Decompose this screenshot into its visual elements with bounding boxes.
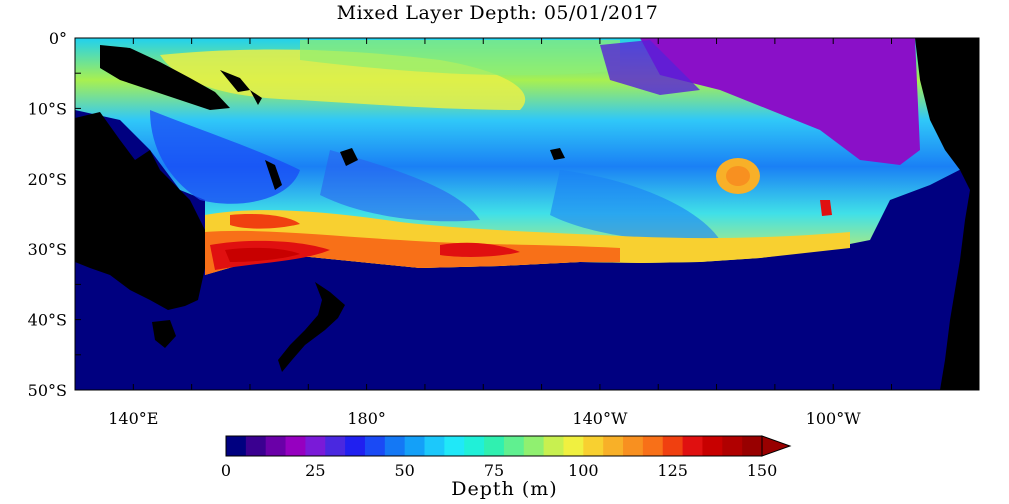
colorbar-swatch [325, 436, 346, 456]
land-new-guinea [100, 45, 230, 110]
colorbar-swatch [464, 436, 485, 456]
colorbar-swatch [642, 436, 664, 456]
colorbar-tick-label: 25 [305, 461, 325, 480]
y-tick-label: 10°S [28, 99, 67, 118]
colorbar-extend-arrow [761, 435, 792, 457]
colorbar-swatch [702, 436, 723, 456]
y-tick-label: 40°S [28, 311, 67, 330]
colorbar-tick-label: 150 [747, 461, 778, 480]
colorbar-swatch [285, 436, 306, 456]
colorbar-frame [225, 435, 763, 457]
colorbar-swatch [245, 436, 267, 456]
colorbar-swatch [523, 436, 545, 456]
colorbar-swatch [265, 436, 287, 456]
colorbar: 0 25 50 75 100 125 150 [221, 435, 792, 480]
x-tick-label: 140°E [108, 409, 158, 428]
x-tick-label: 100°W [806, 409, 862, 428]
colorbar-tick-label: 100 [568, 461, 599, 480]
colorbar-swatch [305, 436, 326, 456]
map-title: Mixed Layer Depth: 05/01/2017 [336, 2, 659, 24]
colorbar-title: Depth (m) [451, 478, 558, 500]
colorbar-swatch [404, 436, 426, 456]
colorbar-swatch [722, 436, 743, 456]
colorbar-swatch [364, 436, 386, 456]
map-field [75, 38, 979, 390]
y-axis: 0° 10°S 20°S 30°S 40°S 50°S [28, 29, 979, 400]
y-tick-label: 0° [49, 29, 67, 48]
land-south-america [915, 38, 979, 390]
colorbar-swatch [682, 436, 703, 456]
colorbar-swatch [484, 436, 505, 456]
colorbar-swatch [384, 436, 406, 456]
colorbar-tick-label: 0 [221, 461, 231, 480]
y-tick-label: 50°S [28, 381, 67, 400]
colorbar-tick-label: 125 [657, 461, 688, 480]
colorbar-swatch [662, 436, 684, 456]
colorbar-swatch [503, 436, 525, 456]
colorbar-swatch [623, 436, 644, 456]
colorbar-swatch [444, 436, 465, 456]
y-tick-label: 30°S [28, 240, 67, 259]
colorbar-swatch [345, 436, 366, 456]
y-tick-label: 20°S [28, 170, 67, 189]
colorbar-swatch [226, 436, 247, 456]
mld-green-band [300, 40, 620, 76]
colorbar-swatch [424, 436, 445, 456]
colorbar-swatch [742, 436, 763, 456]
x-axis: 140°E 180° 140°W 100°W [108, 38, 951, 428]
colorbar-swatch [583, 436, 604, 456]
colorbar-tick-label: 75 [484, 461, 504, 480]
mld-purple-region [640, 38, 920, 165]
colorbar-swatch [603, 436, 624, 456]
colorbar-tick-label: 50 [394, 461, 414, 480]
land-australia [75, 112, 205, 310]
colorbar-swatch [563, 436, 584, 456]
colorbar-swatch [543, 436, 564, 456]
x-tick-label: 180° [347, 409, 386, 428]
land-new-zealand [278, 282, 345, 372]
land-tasmania [152, 320, 176, 348]
x-tick-label: 140°W [572, 409, 628, 428]
